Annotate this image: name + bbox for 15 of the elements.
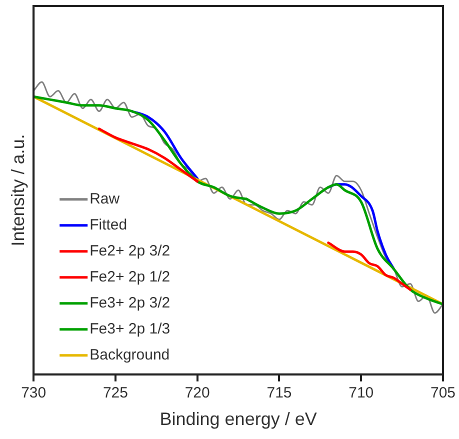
legend-label: Fitted (90, 216, 128, 234)
y-axis-title: Intensity / a.u. (8, 134, 28, 246)
x-axis-title: Binding energy / eV (160, 409, 317, 430)
legend-label: Fe3+ 2p 3/2 (90, 294, 170, 312)
x-tick-label: 730 (21, 384, 46, 402)
x-tick-label: 720 (184, 384, 210, 402)
x-tick-label: 710 (348, 384, 374, 402)
legend-label: Raw (90, 190, 120, 208)
legend-label: Fe3+ 2p 1/3 (90, 320, 170, 338)
x-tick-label: 725 (102, 384, 128, 402)
legend-label: Fe2+ 2p 3/2 (90, 242, 170, 260)
legend-label: Fe2+ 2p 1/2 (90, 268, 170, 286)
legend-label: Background (90, 346, 170, 364)
x-tick-label: 715 (266, 384, 292, 402)
x-tick-label: 705 (430, 384, 456, 402)
